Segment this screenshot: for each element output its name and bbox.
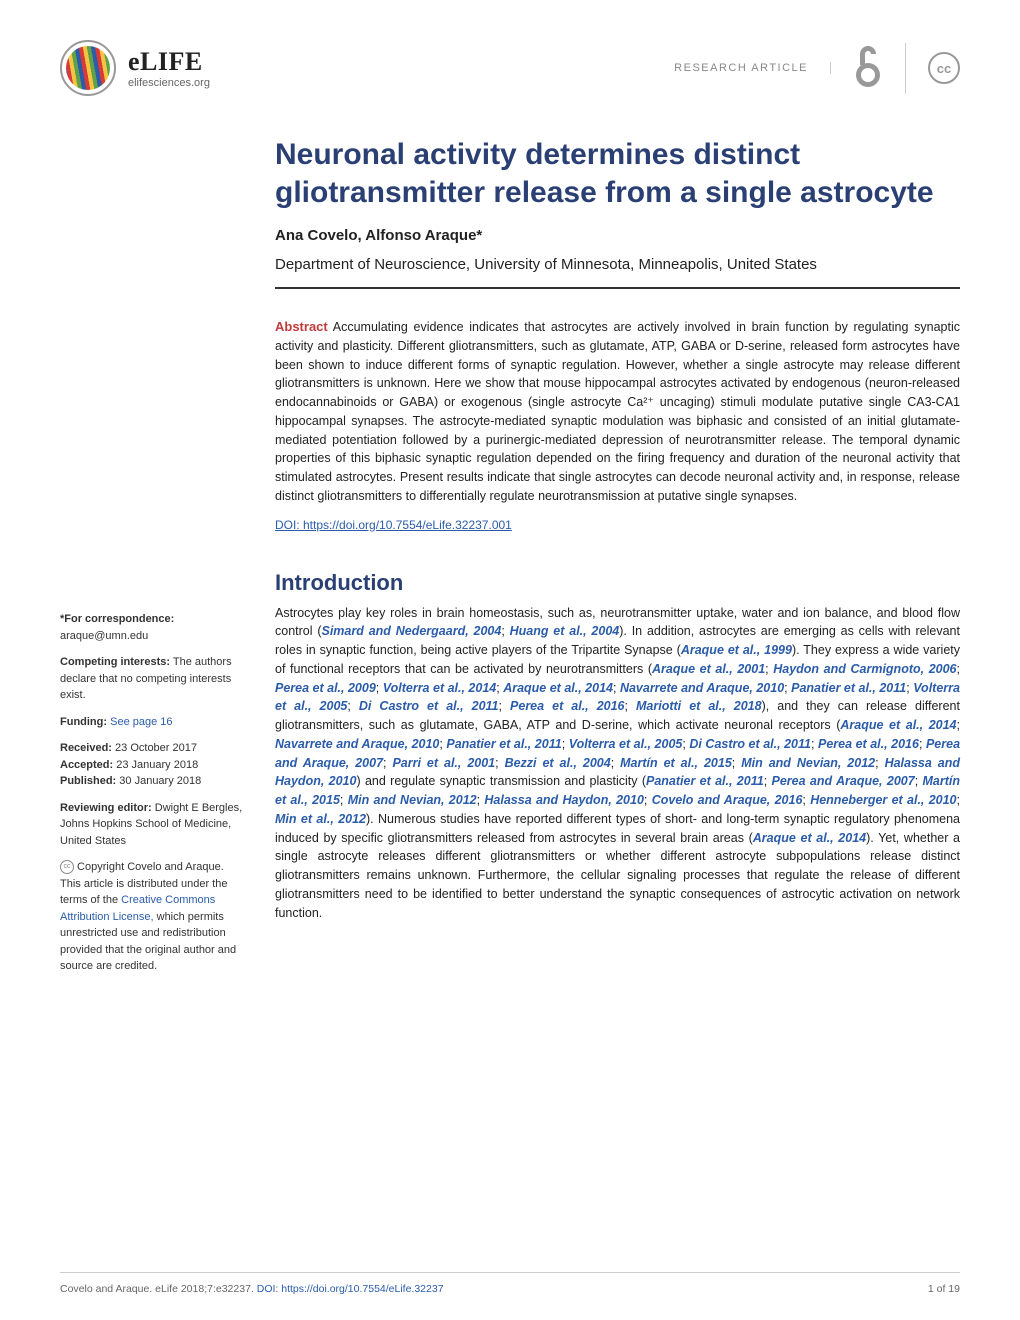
received-label: Received: <box>60 742 112 754</box>
elife-logo-icon <box>60 40 116 96</box>
article-title: Neuronal activity determines distinct gl… <box>275 136 960 211</box>
introduction-heading: Introduction <box>275 570 960 596</box>
footer-citation: Covelo and Araque. eLife 2018;7:e32237. … <box>60 1283 444 1295</box>
funding-label: Funding: <box>60 716 107 728</box>
title-rule <box>275 287 960 289</box>
article-affiliation: Department of Neuroscience, University o… <box>275 256 960 273</box>
funding-link[interactable]: See page 16 <box>110 716 172 728</box>
published-label: Published: <box>60 775 116 787</box>
page-footer: Covelo and Araque. eLife 2018;7:e32237. … <box>60 1272 960 1295</box>
footer-doi-link[interactable]: DOI: https://doi.org/10.7554/eLife.32237 <box>257 1283 444 1295</box>
abstract-doi-link[interactable]: DOI: https://doi.org/10.7554/eLife.32237… <box>275 518 512 532</box>
introduction-text: Astrocytes play key roles in brain homeo… <box>275 604 960 923</box>
open-access-icon <box>853 43 906 94</box>
published-date: 30 January 2018 <box>116 775 201 787</box>
accepted-label: Accepted: <box>60 759 113 771</box>
abstract-label: Abstract <box>275 319 328 334</box>
journal-site[interactable]: elifesciences.org <box>128 77 210 89</box>
correspondence-label: *For correspondence: <box>60 613 174 625</box>
abstract-block: Abstract Accumulating evidence indicates… <box>275 317 960 506</box>
cc-license-icon: cc <box>928 52 960 84</box>
journal-logo-block: eLIFE elifesciences.org <box>60 40 210 96</box>
article-content: Neuronal activity determines distinct gl… <box>275 136 960 985</box>
correspondence-email[interactable]: araque@umn.edu <box>60 630 148 642</box>
abstract-text: Accumulating evidence indicates that ast… <box>275 320 960 503</box>
page-number: 1 of 19 <box>928 1283 960 1295</box>
competing-label: Competing interests: <box>60 656 170 668</box>
received-date: 23 October 2017 <box>112 742 197 754</box>
cc-small-icon: cc <box>60 860 74 874</box>
article-type-label: RESEARCH ARTICLE <box>674 62 831 74</box>
page-header: eLIFE elifesciences.org RESEARCH ARTICLE… <box>60 40 960 96</box>
article-authors: Ana Covelo, Alfonso Araque* <box>275 227 960 244</box>
journal-name: eLIFE <box>128 47 210 77</box>
article-sidebar: *For correspondence: araque@umn.edu Comp… <box>60 136 245 985</box>
accepted-date: 23 January 2018 <box>113 759 198 771</box>
editor-label: Reviewing editor: <box>60 802 152 814</box>
